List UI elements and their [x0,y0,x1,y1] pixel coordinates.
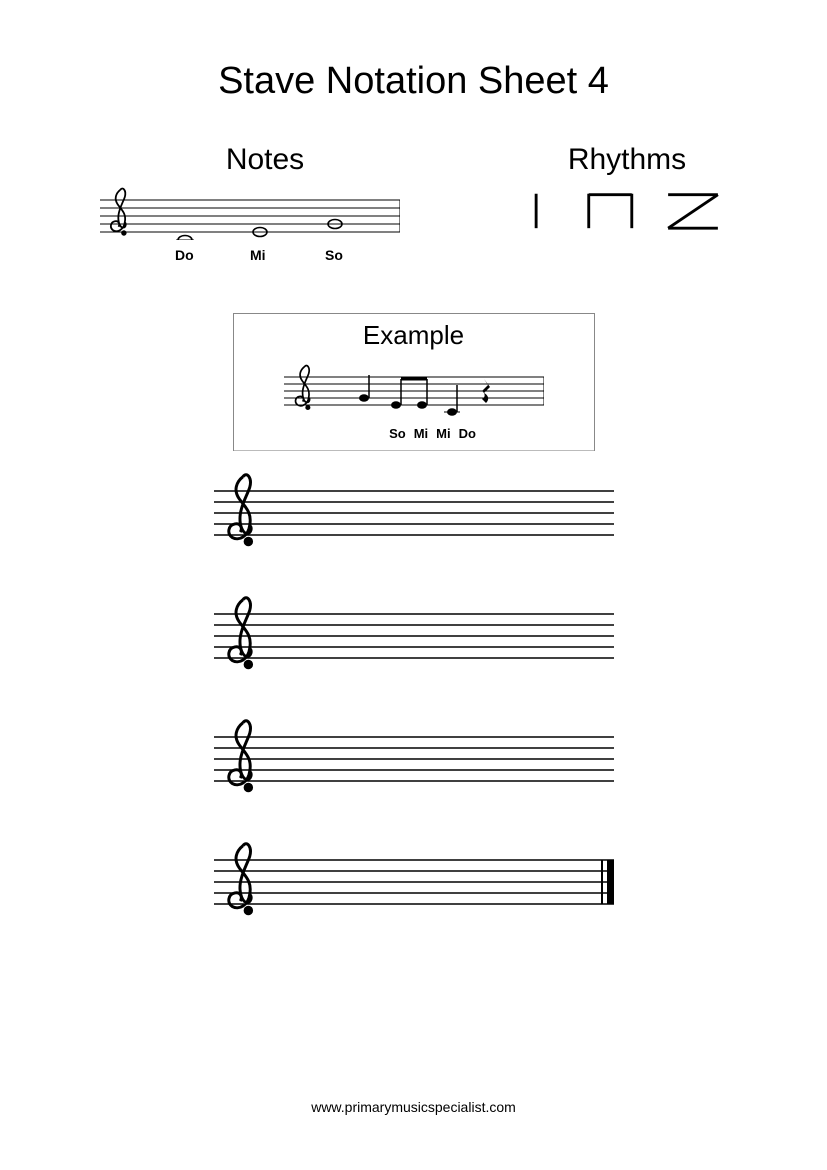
blank-stave-final [214,840,614,930]
blank-stave [214,471,614,561]
rhythms-block: Rhythms [497,143,757,263]
note-labels-row: Do Mi So [100,247,430,263]
example-note-label: Mi [436,426,450,441]
example-note-label: Mi [414,426,428,441]
blank-stave [214,717,614,807]
notes-heading: Notes [100,143,430,177]
example-box: Example [233,313,595,451]
treble-clef-icon [111,189,127,236]
example-heading: Example [244,320,584,351]
treble-clef-icon [295,365,310,410]
example-note-label: So [389,426,406,441]
example-note-label: Do [459,426,476,441]
blank-stave [214,594,614,684]
note-label: Do [175,247,250,263]
blank-staves-area [214,471,614,963]
rhythms-heading: Rhythms [497,143,757,177]
notes-stave [100,185,400,240]
worksheet-page: Stave Notation Sheet 4 Notes [0,0,827,1170]
footer-url: www.primarymusicspecialist.com [0,1099,827,1115]
page-title: Stave Notation Sheet 4 [0,60,827,103]
example-labels-row: So Mi Mi Do [244,426,584,441]
example-stave [284,355,544,425]
note-label: Mi [250,247,325,263]
reference-row: Notes [0,143,827,263]
rhythm-symbols [497,185,757,240]
note-label: So [325,247,343,263]
notes-block: Notes [100,143,430,263]
